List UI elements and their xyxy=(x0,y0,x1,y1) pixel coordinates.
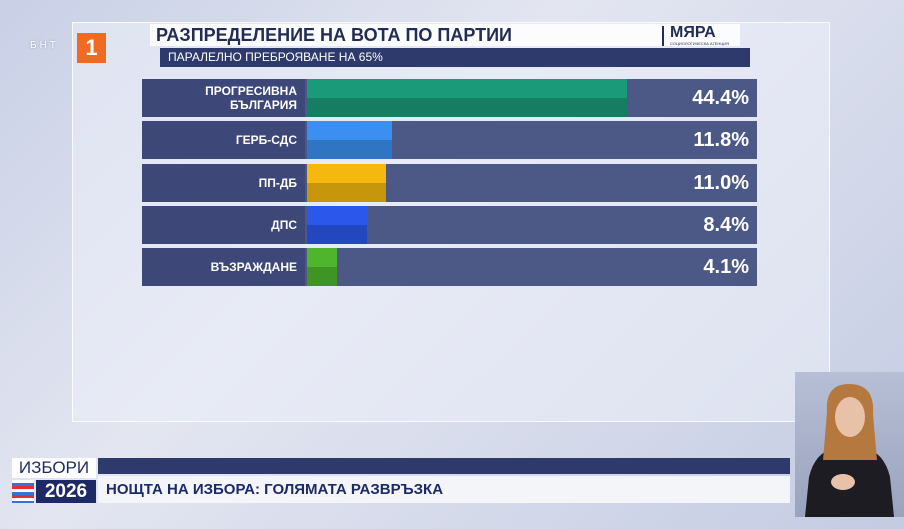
bar xyxy=(307,163,387,202)
bar xyxy=(307,205,368,244)
value-label: 11.0% xyxy=(693,171,749,194)
category-label: ДПС xyxy=(142,205,305,244)
category-label: ПП-ДБ xyxy=(142,163,305,202)
channel-name: БНТ xyxy=(30,40,59,51)
bar xyxy=(307,121,392,160)
category-label: ГЕРБ-СДС xyxy=(142,121,305,160)
value-label: 4.1% xyxy=(703,256,749,279)
bar-row: ДПС 8.4% xyxy=(142,205,757,244)
banner-label: ИЗБОРИ xyxy=(12,458,96,478)
value-label: 44.4% xyxy=(692,87,749,109)
bar-row: ПП-ДБ 11.0% xyxy=(142,163,757,202)
banner-headline: НОЩТА НА ИЗБОРА: ГОЛЯМАТА РАЗВРЪЗКА xyxy=(98,476,790,503)
interpreter-figure xyxy=(805,384,894,517)
banner-strip xyxy=(98,458,790,474)
agency-logo: МЯРА СОЦИОЛОГИЧЕСКА АГЕНЦИЯ xyxy=(662,24,738,46)
chart-title: РАЗПРЕДЕЛЕНИЕ НА ВОТА ПО ПАРТИИ xyxy=(150,24,740,46)
agency-name: МЯРА xyxy=(670,24,716,41)
category-label: ВЪЗРАЖДАНЕ xyxy=(142,248,305,287)
banner-year: 2026 xyxy=(36,480,96,503)
flag-stripes xyxy=(12,480,34,503)
category-label: ПРОГРЕСИВНА БЪЛГАРИЯ xyxy=(142,79,305,117)
bar-row: ПРОГРЕСИВНА БЪЛГАРИЯ 44.4% xyxy=(142,79,757,117)
sign-interpreter xyxy=(795,372,904,517)
value-label: 11.8% xyxy=(693,129,749,152)
bar xyxy=(307,248,337,287)
channel-number: 1 xyxy=(77,33,106,63)
bar-row: ГЕРБ-СДС 11.8% xyxy=(142,121,757,160)
bar xyxy=(307,79,627,117)
value-label: 8.4% xyxy=(703,213,749,236)
agency-tagline: СОЦИОЛОГИЧЕСКА АГЕНЦИЯ xyxy=(670,41,730,46)
chart-subtitle: ПАРАЛЕЛНО ПРЕБРОЯВАНЕ НА 65% xyxy=(160,48,750,67)
bar-row: ВЪЗРАЖДАНЕ 4.1% xyxy=(142,248,757,287)
